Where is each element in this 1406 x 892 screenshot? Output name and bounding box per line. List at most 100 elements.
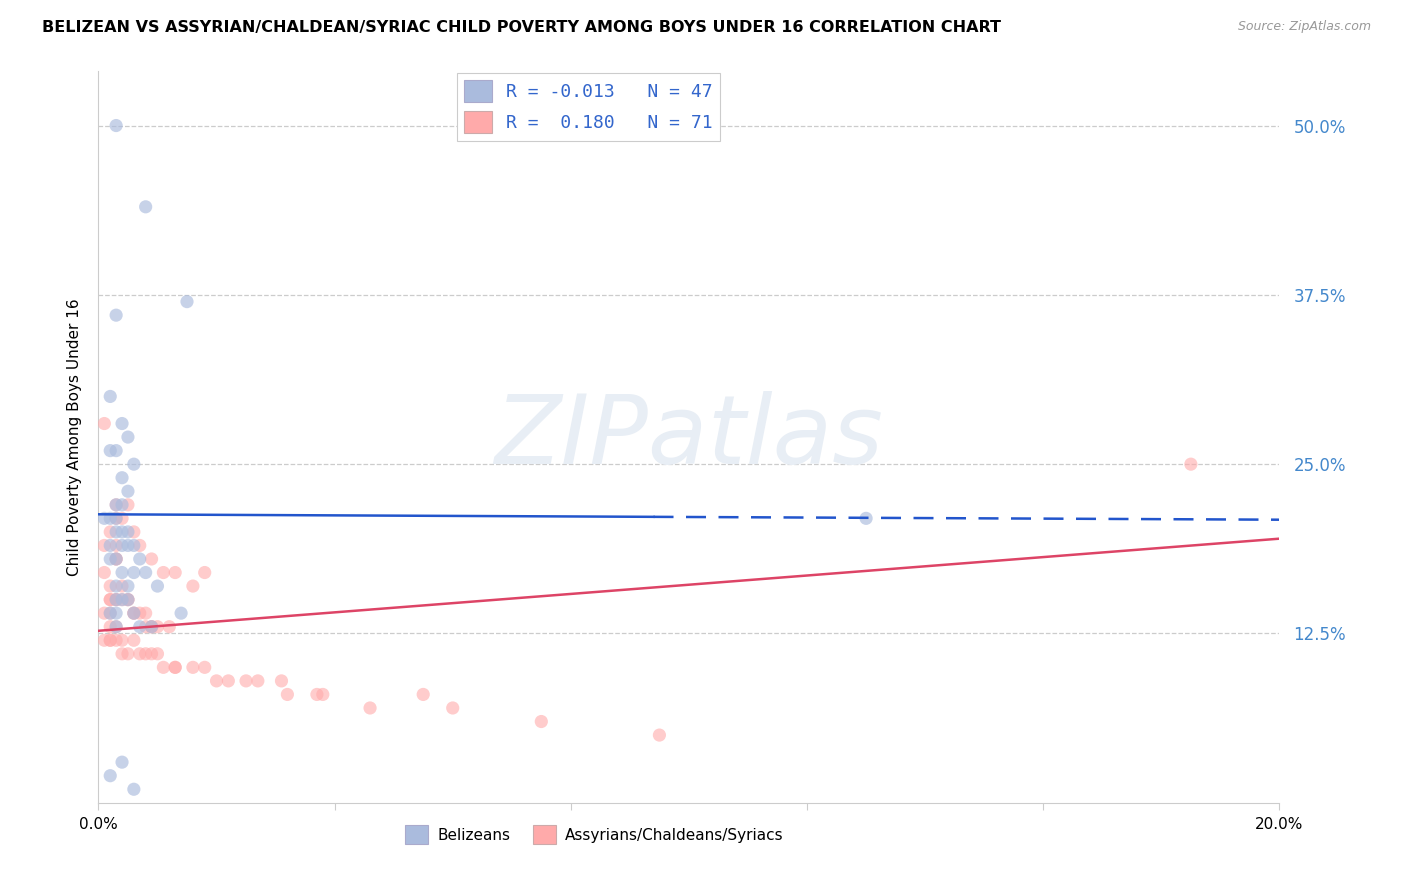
- Point: [98, 769, 121, 783]
- Point: [93, 538, 115, 552]
- Point: [105, 524, 128, 539]
- Point: [122, 606, 145, 620]
- Point: [441, 701, 464, 715]
- Point: [111, 592, 134, 607]
- Point: [98, 524, 121, 539]
- Point: [98, 511, 121, 525]
- Point: [98, 579, 121, 593]
- Text: Source: ZipAtlas.com: Source: ZipAtlas.com: [1237, 20, 1371, 33]
- Point: [359, 701, 381, 715]
- Point: [152, 660, 174, 674]
- Point: [117, 579, 139, 593]
- Point: [105, 552, 128, 566]
- Point: [122, 606, 145, 620]
- Point: [141, 620, 163, 634]
- Point: [146, 579, 169, 593]
- Text: ZIPatlas: ZIPatlas: [495, 391, 883, 483]
- Point: [1180, 457, 1202, 471]
- Point: [141, 620, 163, 634]
- Point: [128, 606, 150, 620]
- Point: [98, 606, 121, 620]
- Point: [135, 566, 157, 580]
- Point: [312, 688, 335, 702]
- Point: [105, 538, 128, 552]
- Point: [270, 673, 292, 688]
- Point: [105, 308, 128, 322]
- Point: [194, 660, 217, 674]
- Point: [165, 660, 187, 674]
- Point: [152, 566, 174, 580]
- Point: [98, 592, 121, 607]
- Point: [165, 660, 187, 674]
- Point: [98, 443, 121, 458]
- Point: [111, 592, 134, 607]
- Point: [235, 673, 257, 688]
- Point: [105, 606, 128, 620]
- Point: [111, 566, 134, 580]
- Point: [205, 673, 228, 688]
- Point: [93, 566, 115, 580]
- Point: [111, 647, 134, 661]
- Point: [111, 633, 134, 648]
- Point: [530, 714, 553, 729]
- Point: [181, 579, 204, 593]
- Point: [117, 592, 139, 607]
- Point: [122, 782, 145, 797]
- Point: [122, 606, 145, 620]
- Point: [98, 552, 121, 566]
- Point: [855, 511, 877, 525]
- Text: BELIZEAN VS ASSYRIAN/CHALDEAN/SYRIAC CHILD POVERTY AMONG BOYS UNDER 16 CORRELATI: BELIZEAN VS ASSYRIAN/CHALDEAN/SYRIAC CHI…: [42, 20, 1001, 35]
- Point: [105, 498, 128, 512]
- Point: [111, 471, 134, 485]
- Point: [105, 592, 128, 607]
- Point: [135, 606, 157, 620]
- Point: [111, 755, 134, 769]
- Point: [105, 633, 128, 648]
- Point: [98, 606, 121, 620]
- Point: [117, 592, 139, 607]
- Point: [135, 200, 157, 214]
- Point: [157, 620, 180, 634]
- Point: [98, 592, 121, 607]
- Point: [135, 620, 157, 634]
- Point: [98, 389, 121, 403]
- Point: [117, 484, 139, 499]
- Point: [128, 647, 150, 661]
- Legend: Belizeans, Assyrians/Chaldeans/Syriacs: Belizeans, Assyrians/Chaldeans/Syriacs: [399, 819, 790, 850]
- Point: [146, 620, 169, 634]
- Point: [117, 647, 139, 661]
- Point: [98, 620, 121, 634]
- Point: [117, 430, 139, 444]
- Point: [181, 660, 204, 674]
- Point: [122, 538, 145, 552]
- Point: [105, 443, 128, 458]
- Point: [276, 688, 298, 702]
- Point: [141, 647, 163, 661]
- Point: [111, 511, 134, 525]
- Point: [117, 592, 139, 607]
- Point: [117, 524, 139, 539]
- Point: [122, 633, 145, 648]
- Point: [412, 688, 434, 702]
- Point: [117, 538, 139, 552]
- Point: [141, 552, 163, 566]
- Point: [117, 498, 139, 512]
- Point: [105, 552, 128, 566]
- Point: [194, 566, 217, 580]
- Point: [93, 417, 115, 431]
- Point: [105, 592, 128, 607]
- Point: [128, 538, 150, 552]
- Point: [93, 606, 115, 620]
- Point: [217, 673, 239, 688]
- Point: [170, 606, 193, 620]
- Point: [246, 673, 269, 688]
- Point: [105, 511, 128, 525]
- Point: [111, 538, 134, 552]
- Point: [648, 728, 671, 742]
- Point: [146, 647, 169, 661]
- Point: [122, 524, 145, 539]
- Point: [111, 417, 134, 431]
- Point: [98, 633, 121, 648]
- Y-axis label: Child Poverty Among Boys Under 16: Child Poverty Among Boys Under 16: [66, 298, 82, 576]
- Point: [176, 294, 198, 309]
